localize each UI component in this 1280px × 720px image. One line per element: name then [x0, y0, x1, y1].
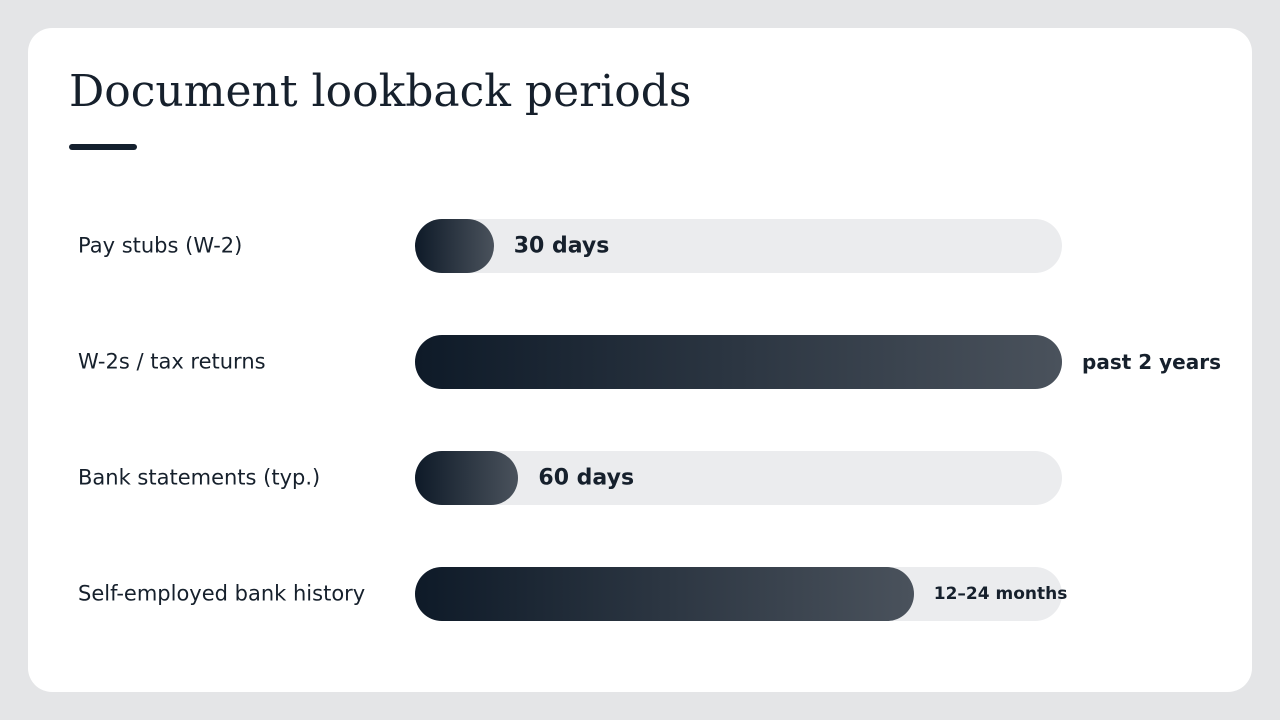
- bar: [415, 451, 519, 505]
- value-label: past 2 years: [1082, 350, 1221, 374]
- bar: [415, 567, 914, 621]
- bar: [415, 335, 1062, 389]
- value-label: 30 days: [513, 233, 610, 259]
- bar: [415, 219, 494, 273]
- value-label: 60 days: [538, 465, 635, 491]
- category-label: W-2s / tax returns: [78, 349, 266, 374]
- category-label: Self-employed bank history: [78, 581, 366, 606]
- bar-track: [415, 451, 1062, 505]
- category-label: Bank statements (typ.): [78, 465, 321, 490]
- category-label: Pay stubs (W-2): [78, 233, 243, 258]
- title-underline: [69, 144, 137, 150]
- chart-title: Document lookback periods: [69, 66, 692, 117]
- value-label: 12–24 months: [933, 584, 1068, 604]
- bar-track: [415, 219, 1062, 273]
